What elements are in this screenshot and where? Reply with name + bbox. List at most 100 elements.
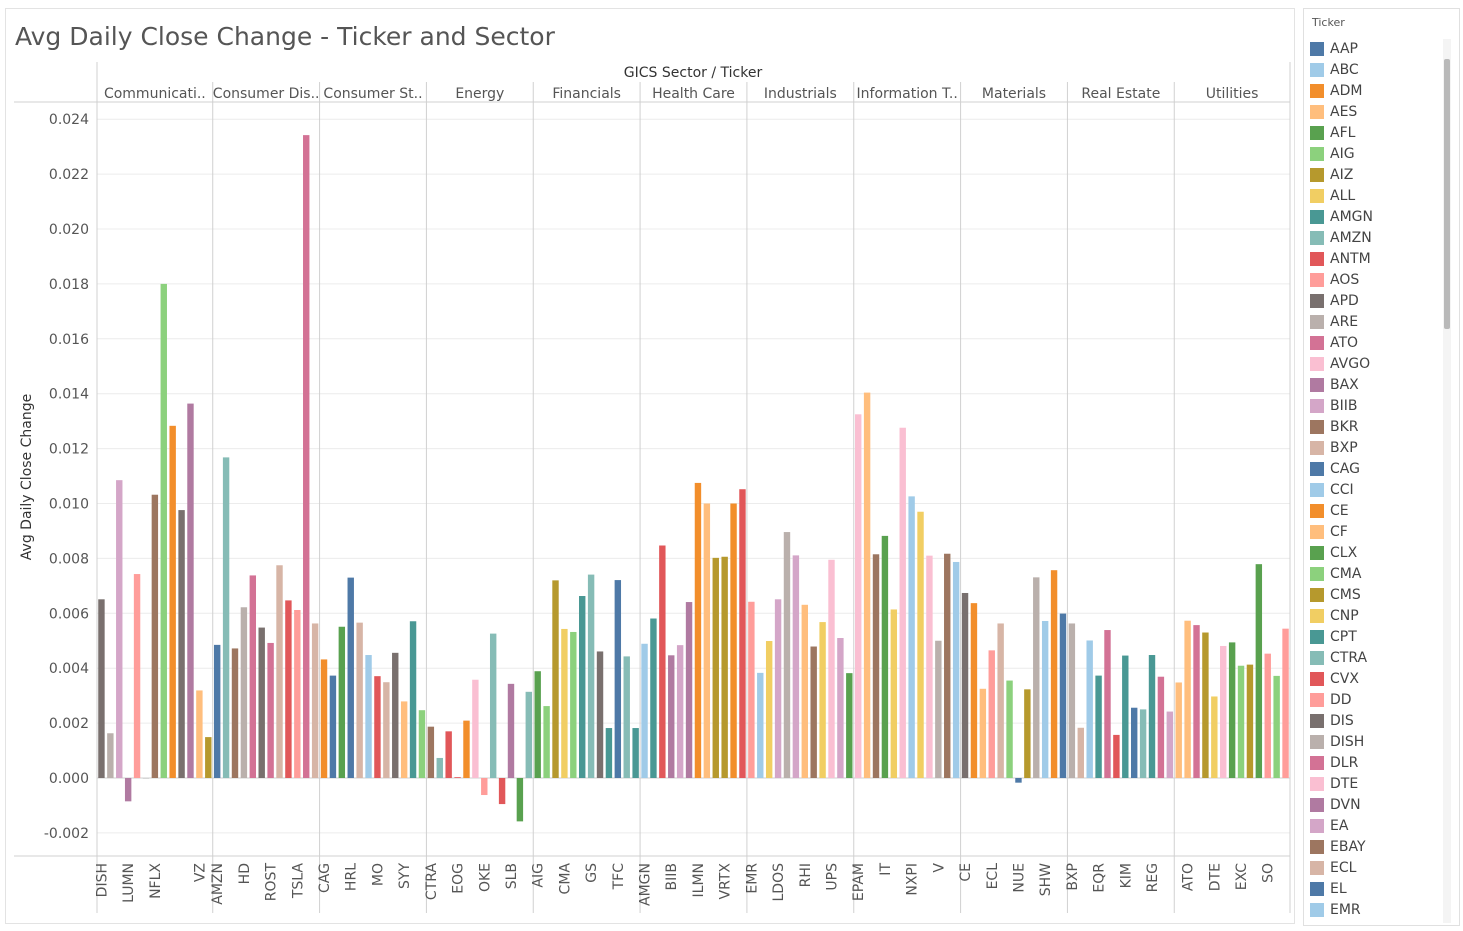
bar-cl[interactable] — [329, 675, 337, 778]
legend-item-cpt[interactable]: CPT — [1310, 626, 1440, 647]
legend-item-ato[interactable]: ATO — [1310, 332, 1440, 353]
bar-tfc[interactable] — [614, 580, 622, 778]
bar-amgn[interactable] — [641, 643, 648, 778]
bar-so[interactable] — [1264, 653, 1271, 778]
bar-o[interactable] — [1130, 707, 1138, 778]
bar-lumn[interactable] — [124, 778, 132, 802]
bar-amzn[interactable] — [213, 644, 221, 778]
legend-item-amzn[interactable]: AMZN — [1310, 227, 1440, 248]
bar-jpm[interactable] — [596, 651, 604, 778]
bar-ed[interactable] — [1228, 642, 1236, 778]
legend-item-aig[interactable]: AIG — [1310, 143, 1440, 164]
bar-mdlz[interactable] — [365, 655, 372, 778]
bar-fe[interactable] — [1246, 664, 1254, 778]
bar-rtx[interactable] — [819, 622, 826, 778]
bar-dlr[interactable] — [1086, 640, 1093, 778]
bar-cvx[interactable] — [436, 757, 443, 778]
bar-clx[interactable] — [338, 626, 346, 778]
legend-item-ea[interactable]: EA — [1310, 815, 1440, 836]
legend-item-are[interactable]: ARE — [1310, 311, 1440, 332]
bar-tgt[interactable] — [285, 600, 292, 778]
bar-vtr[interactable] — [1166, 711, 1174, 778]
bar-cag[interactable] — [320, 659, 328, 778]
legend-item-aes[interactable]: AES — [1310, 101, 1440, 122]
bar-d[interactable] — [1202, 632, 1209, 778]
bar-nee[interactable] — [1255, 564, 1263, 778]
legend-item-antm[interactable]: ANTM — [1310, 248, 1440, 269]
bar-epam[interactable] — [855, 414, 862, 778]
bar-ess[interactable] — [1104, 630, 1111, 778]
bar-xel[interactable] — [1282, 628, 1289, 778]
bar-lyv[interactable] — [133, 574, 141, 778]
legend-item-bax[interactable]: BAX — [1310, 374, 1440, 395]
bar-it[interactable] — [881, 535, 889, 778]
bar-lmt[interactable] — [783, 532, 791, 778]
bar-low[interactable] — [258, 627, 265, 778]
bar-omc[interactable] — [169, 425, 176, 778]
legend-item-biib[interactable]: BIIB — [1310, 395, 1440, 416]
legend-item-dis[interactable]: DIS — [1310, 710, 1440, 731]
legend-item-avgo[interactable]: AVGO — [1310, 353, 1440, 374]
bar-dte[interactable] — [1211, 696, 1218, 778]
bar-dhr[interactable] — [676, 645, 684, 778]
bar-bby[interactable] — [231, 648, 239, 778]
legend-item-cma[interactable]: CMA — [1310, 563, 1440, 584]
bar-qcom[interactable] — [926, 555, 933, 778]
bar-aep[interactable] — [1175, 682, 1182, 778]
bar-tsla[interactable] — [294, 610, 301, 778]
bar-ilmn[interactable] — [694, 482, 702, 778]
bar-bxp[interactable] — [1068, 623, 1076, 778]
bar-cma[interactable] — [561, 628, 568, 778]
bar-rok[interactable] — [810, 646, 817, 778]
legend-item-cms[interactable]: CMS — [1310, 584, 1440, 605]
bar-v[interactable] — [935, 640, 942, 778]
bar-bax[interactable] — [659, 545, 666, 778]
bar-ea[interactable] — [107, 733, 114, 778]
bar-ms[interactable] — [605, 728, 613, 778]
legend-item-cf[interactable]: CF — [1310, 521, 1440, 542]
bar-ttwo[interactable] — [187, 403, 194, 778]
bar-hd[interactable] — [240, 607, 248, 778]
bar-uri[interactable] — [837, 638, 844, 778]
bar-ko[interactable] — [356, 622, 363, 778]
legend-item-dd[interactable]: DD — [1310, 689, 1440, 710]
legend-item-dte[interactable]: DTE — [1310, 773, 1440, 794]
legend-item-apd[interactable]: APD — [1310, 290, 1440, 311]
bar-nws[interactable] — [160, 283, 167, 778]
bar-gs[interactable] — [587, 574, 595, 778]
bar-reg[interactable] — [1148, 655, 1156, 778]
bar-ups[interactable] — [828, 559, 835, 778]
bar-xlnx[interactable] — [952, 561, 960, 778]
legend-item-ecl[interactable]: ECL — [1310, 857, 1440, 878]
bar-hst[interactable] — [1113, 734, 1120, 778]
bar-kim[interactable] — [1122, 655, 1129, 778]
bar-ftnt[interactable] — [863, 392, 871, 778]
legend-item-afl[interactable]: AFL — [1310, 122, 1440, 143]
bar-t[interactable] — [178, 510, 185, 778]
bar-psx[interactable] — [498, 778, 506, 805]
bar-rhi[interactable] — [801, 604, 808, 778]
bar-wm[interactable] — [846, 673, 853, 778]
bar-aig[interactable] — [534, 671, 541, 778]
bar-shw[interactable] — [1041, 620, 1049, 778]
bar-antm[interactable] — [650, 618, 657, 778]
bar-cpt[interactable] — [579, 596, 586, 778]
bar-meta[interactable] — [142, 778, 150, 779]
bar-nxpi[interactable] — [908, 496, 915, 778]
legend-item-cvx[interactable]: CVX — [1310, 668, 1440, 689]
bar-biib[interactable] — [668, 655, 675, 778]
bar-eog[interactable] — [454, 777, 461, 778]
bar-exc[interactable] — [1237, 665, 1245, 778]
bar-dd[interactable] — [979, 688, 987, 778]
legend-item-amgn[interactable]: AMGN — [1310, 206, 1440, 227]
legend-item-dlr[interactable]: DLR — [1310, 752, 1440, 773]
bar-cci[interactable] — [1077, 727, 1084, 778]
bar-pld[interactable] — [1139, 709, 1147, 778]
legend-item-bxp[interactable]: BXP — [1310, 437, 1440, 458]
bar-spg[interactable] — [1157, 676, 1165, 778]
bar-usb[interactable] — [623, 656, 630, 778]
bar-dvn[interactable] — [445, 731, 452, 778]
legend-item-aap[interactable]: AAP — [1310, 38, 1440, 59]
bar-vrtx[interactable] — [721, 556, 728, 778]
bar-nue[interactable] — [1015, 778, 1022, 783]
